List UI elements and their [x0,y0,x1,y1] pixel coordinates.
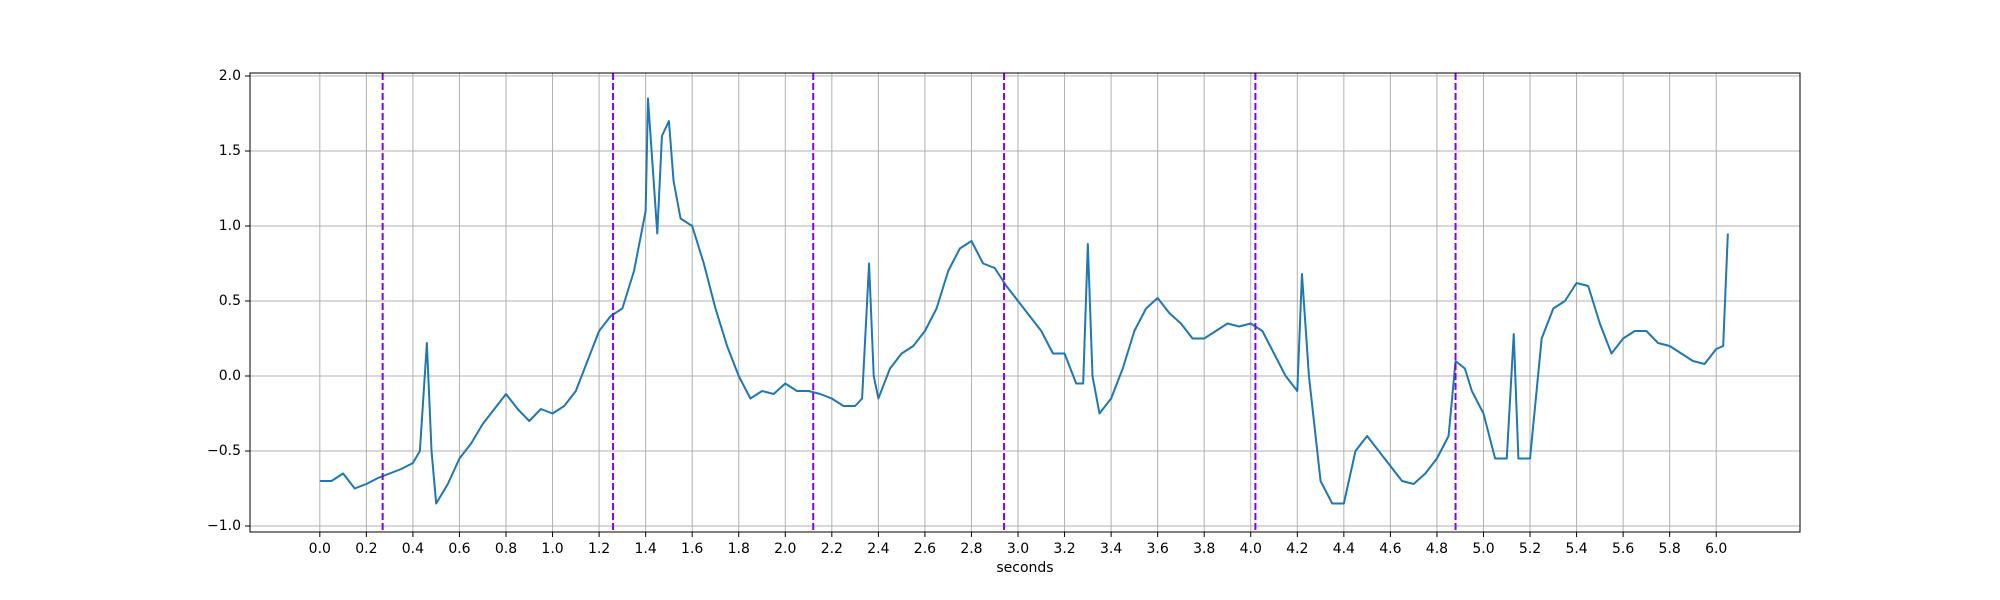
x-tick-label: 2.6 [914,541,936,557]
x-tick-label: 5.4 [1565,541,1587,557]
plot-frame [249,72,1801,533]
x-tick-label: 5.2 [1519,541,1541,557]
x-tick-label: 0.4 [402,541,424,557]
x-tick-label: 2.8 [960,541,982,557]
x-tick-label: 4.8 [1426,541,1448,557]
y-tick-label: −1.0 [207,518,241,534]
x-tick-label: 0.0 [309,541,331,557]
x-tick-label: 1.4 [635,541,657,557]
x-tick-label: 5.8 [1659,541,1681,557]
x-tick-label: 1.8 [728,541,750,557]
x-tick-label: 0.2 [355,541,377,557]
x-tick-label: 3.4 [1100,541,1122,557]
y-tick-label: −0.5 [207,443,241,459]
y-tick-label: 2.0 [219,68,241,84]
x-tick-label: 1.2 [588,541,610,557]
x-tick-label: 4.2 [1286,541,1308,557]
x-tick-label: 1.6 [681,541,703,557]
x-tick-label: 3.6 [1147,541,1169,557]
x-tick-label: 3.0 [1007,541,1029,557]
y-tick-label: 1.5 [219,143,241,159]
y-tick-label: 0.0 [219,368,241,384]
x-tick-label: 5.0 [1472,541,1494,557]
x-tick-label: 2.2 [821,541,843,557]
x-axis-label: seconds [996,560,1053,576]
x-tick-label: 4.6 [1379,541,1401,557]
x-tick-label: 5.6 [1612,541,1634,557]
x-tick-label: 6.0 [1705,541,1727,557]
x-tick-label: 0.6 [448,541,470,557]
data-line [319,97,1729,505]
x-tick-label: 4.4 [1333,541,1355,557]
x-tick-label: 1.0 [541,541,563,557]
x-tick-label: 4.0 [1240,541,1262,557]
y-tick-label: 1.0 [219,218,241,234]
y-tick-label: 0.5 [219,293,241,309]
x-tick-label: 3.2 [1053,541,1075,557]
x-tick-label: 3.8 [1193,541,1215,557]
x-tick-label: 0.8 [495,541,517,557]
x-tick-label: 2.4 [867,541,889,557]
x-tick-label: 2.0 [774,541,796,557]
